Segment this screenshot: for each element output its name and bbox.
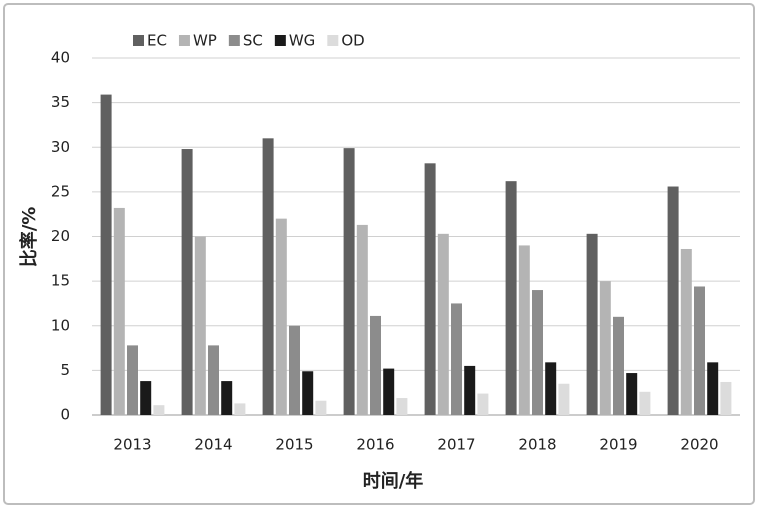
bar: [194, 236, 206, 415]
bar: [356, 224, 368, 415]
legend-swatch: [178, 35, 190, 46]
y-tick-label: 10: [51, 316, 70, 334]
legend-swatch: [133, 35, 144, 46]
legend-swatch: [274, 35, 286, 46]
y-tick-label: 15: [51, 272, 70, 290]
legend-swatch: [228, 35, 240, 46]
x-tick-label: 2018: [518, 436, 556, 454]
bar: [464, 365, 476, 415]
bar: [140, 381, 152, 415]
bar: [302, 371, 314, 415]
y-tick-label: 5: [60, 361, 70, 379]
y-tick-label: 30: [51, 138, 70, 156]
bar: [127, 345, 138, 415]
y-axis-title: 比率/%: [18, 207, 40, 268]
bar: [680, 248, 692, 415]
bar: [477, 393, 489, 415]
y-tick-label: 0: [60, 406, 70, 424]
bar: [626, 373, 638, 415]
bar: [343, 148, 355, 415]
x-tick-label: 2015: [275, 436, 313, 454]
bar: [599, 281, 611, 415]
bar: [113, 207, 125, 415]
x-tick-label: 2017: [437, 436, 475, 454]
bar: [694, 286, 705, 415]
bar: [451, 303, 462, 415]
bar: [221, 381, 233, 415]
bar: [437, 233, 449, 415]
bar: [208, 345, 219, 415]
bar: [315, 400, 327, 415]
bar: [639, 391, 651, 415]
bar: [383, 368, 395, 415]
y-tick-label: 40: [51, 49, 70, 67]
bar: [262, 138, 274, 415]
legend-label: WP: [193, 32, 217, 50]
bar: [545, 362, 557, 415]
bar: [720, 381, 732, 415]
legend-label: SC: [243, 32, 263, 50]
y-tick-label: 25: [51, 182, 70, 200]
bar: [370, 315, 381, 415]
bar: [667, 186, 679, 415]
bar: [532, 290, 543, 415]
bar: [613, 316, 624, 415]
y-tick-label: 35: [51, 93, 70, 111]
bar: [275, 218, 287, 415]
x-tick-label: 2019: [599, 436, 637, 454]
x-tick-label: 2016: [356, 436, 394, 454]
x-axis-title: 时间/年: [363, 470, 424, 492]
bar: [234, 403, 246, 415]
bar: [153, 405, 165, 415]
x-tick-label: 2013: [113, 436, 151, 454]
bar: [424, 163, 436, 415]
bar: [707, 362, 719, 415]
legend-label: OD: [341, 32, 364, 50]
legend-swatch: [327, 35, 339, 46]
x-tick-label: 2020: [680, 436, 718, 454]
bar: [396, 398, 408, 415]
bar: [505, 181, 517, 415]
legend-label: EC: [147, 32, 167, 50]
x-tick-label: 2014: [194, 436, 232, 454]
bar: [181, 149, 193, 415]
bar: [518, 245, 530, 415]
y-tick-label: 20: [51, 227, 70, 245]
bar: [586, 233, 598, 415]
bar: [558, 383, 570, 415]
bar: [289, 325, 300, 415]
bar: [100, 94, 112, 415]
legend-label: WG: [289, 32, 315, 50]
